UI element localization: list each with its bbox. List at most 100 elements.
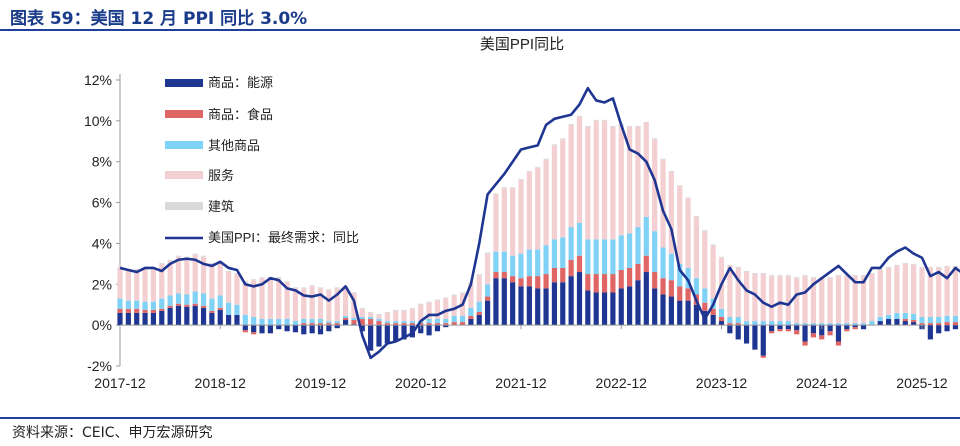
bar-services [860,276,867,324]
bar-energy [902,321,908,326]
bar-construction [710,244,716,246]
bar-other-goods [927,316,933,324]
bar-construction [610,125,616,127]
bar-other-goods [217,295,223,308]
bar-services [192,254,198,292]
bar-services [409,308,415,322]
bar-energy [894,319,900,326]
bar-energy [334,325,340,329]
bar-services [852,276,858,324]
bar-construction [860,275,867,277]
chart-title: 美国PPI同比 [480,36,564,53]
bar-energy [685,300,691,326]
bar-other-goods [735,316,741,324]
legend-swatch-energy [165,79,203,87]
bar-other-goods [510,255,516,277]
bar-construction [117,266,123,268]
bar-services [493,194,499,252]
bar-energy [693,304,700,326]
bar-energy [526,286,532,326]
bar-energy [384,325,390,344]
bar-other-goods [459,315,466,323]
bar-services [376,314,382,320]
bar-other-goods [426,319,432,324]
bar-services [342,287,349,316]
bar-construction [769,275,775,277]
legend-label-ppi-line: 美国PPI：最终需求：同比 [208,230,359,245]
bar-food [543,274,549,289]
bar-other-goods [167,295,173,306]
bar-services [125,269,131,301]
bar-energy [309,325,315,334]
bar-food [443,323,449,326]
bar-other-goods [142,301,148,310]
legend: 商品：能源 商品：食品 其他商品 服务 建筑 美国PPI：最终需求：同比 [165,75,359,245]
bar-food [426,323,432,326]
bar-services [752,274,758,322]
bar-construction [685,197,691,199]
bar-food [535,276,541,289]
bar-services [418,304,424,322]
bar-services [150,268,157,302]
bar-food [727,323,733,326]
bar-construction [652,138,658,140]
bar-food [551,267,558,283]
bar-energy [167,307,173,326]
bar-services [601,120,608,240]
bar-construction [184,256,190,258]
bar-other-goods [668,253,674,281]
bar-energy [317,325,324,335]
bar-services [560,139,566,238]
bar-services [618,124,624,236]
bar-energy [184,306,190,326]
bar-other-goods [468,307,474,316]
bar-construction [535,166,541,168]
bar-services [885,267,892,315]
bar-services [702,231,708,289]
bar-food [342,317,349,321]
bar-construction [543,158,549,160]
bar-energy [535,288,541,326]
bar-energy [643,272,649,326]
bar-food [710,308,716,315]
bar-energy [484,300,491,326]
bar-construction [835,275,842,277]
bar-construction [200,255,207,257]
bar-other-goods [952,315,959,323]
bar-construction [601,119,608,121]
bar-food [184,304,190,307]
bar-other-goods [585,239,591,275]
bar-energy [760,325,766,356]
bar-food [192,303,198,306]
bar-food [309,323,315,326]
bar-services [251,280,257,317]
bar-food [835,341,842,346]
bar-energy [376,325,382,347]
bar-energy [217,309,223,326]
bar-energy [159,310,165,326]
bar-construction [627,125,633,127]
bar-construction [376,313,382,315]
bar-energy [351,324,357,326]
bar-construction [192,253,198,255]
bar-other-goods [117,298,123,309]
bar-food [685,288,691,301]
bar-other-goods [175,293,182,304]
bar-food [159,308,165,311]
legend-swatch-construction [165,202,203,210]
bar-other-goods [526,249,532,277]
bar-energy [342,320,349,326]
x-tick-label: 2022-12 [596,375,648,391]
bar-energy [551,282,558,326]
bar-other-goods [652,231,658,273]
bar-energy [601,292,608,326]
bar-other-goods [819,323,825,326]
bar-construction [159,262,165,264]
bar-construction [175,255,182,257]
bar-food [844,329,850,332]
bar-construction [167,259,173,261]
bar-food [526,276,532,287]
y-tick-label: 4% [92,235,112,251]
bar-services [175,256,182,294]
bar-construction [702,230,708,232]
